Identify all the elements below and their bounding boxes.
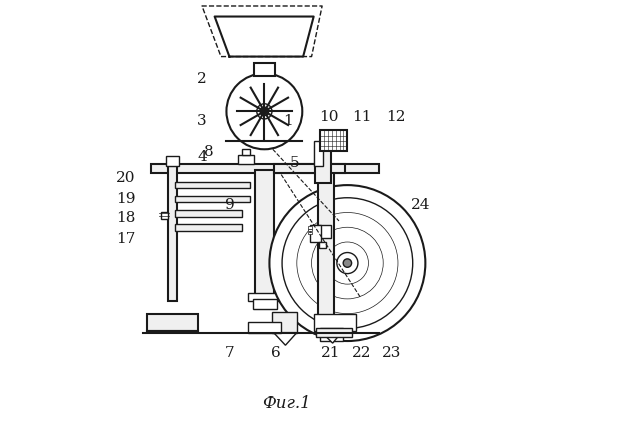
Text: 17: 17 (116, 231, 136, 245)
Bar (318, 167, 334, 318)
Bar (314, 141, 323, 167)
Polygon shape (320, 331, 343, 343)
Text: 2: 2 (197, 72, 207, 86)
Bar (147, 314, 198, 331)
Bar (314, 226, 330, 238)
Bar (319, 242, 326, 249)
Text: 7: 7 (225, 345, 234, 359)
Text: 24: 24 (412, 198, 431, 212)
Bar (320, 328, 343, 341)
Text: 23: 23 (382, 345, 401, 359)
Bar (253, 299, 276, 310)
Bar (254, 64, 275, 76)
Bar (308, 232, 312, 235)
Bar (274, 164, 346, 173)
Bar (175, 196, 250, 202)
Text: 19: 19 (116, 191, 136, 205)
Bar (310, 226, 321, 242)
Bar (248, 322, 281, 333)
Bar (152, 164, 379, 173)
Bar (271, 312, 297, 333)
Bar (175, 225, 242, 232)
Text: 21: 21 (321, 345, 340, 359)
Text: 8: 8 (204, 145, 213, 159)
Text: 4: 4 (197, 149, 207, 163)
Bar (238, 156, 254, 164)
Circle shape (269, 186, 426, 341)
Bar (175, 182, 250, 189)
Circle shape (282, 198, 413, 328)
Bar (248, 293, 281, 301)
Bar (314, 148, 332, 184)
Circle shape (260, 108, 269, 116)
Text: Фиг.1: Фиг.1 (262, 394, 310, 411)
Circle shape (337, 253, 358, 274)
Bar (308, 227, 312, 229)
Bar (320, 131, 348, 152)
Bar (166, 156, 179, 167)
Text: 11: 11 (353, 109, 372, 123)
Bar (168, 167, 177, 301)
Bar (161, 213, 168, 219)
Text: 9: 9 (225, 198, 234, 212)
Bar (316, 328, 351, 337)
Text: 5: 5 (290, 155, 300, 170)
Text: 3: 3 (197, 113, 207, 127)
Circle shape (257, 104, 272, 120)
Text: 12: 12 (386, 109, 406, 123)
Bar (314, 315, 356, 331)
Text: 22: 22 (353, 345, 372, 359)
Polygon shape (274, 333, 297, 345)
Bar (308, 229, 312, 232)
Circle shape (343, 259, 351, 268)
Text: 20: 20 (116, 170, 136, 184)
Text: 10: 10 (319, 109, 338, 123)
Bar (255, 171, 275, 310)
Bar (175, 210, 242, 217)
Bar (242, 150, 250, 156)
Text: 6: 6 (271, 345, 280, 359)
Circle shape (227, 74, 302, 150)
Text: 1: 1 (284, 113, 293, 127)
Text: 18: 18 (116, 210, 136, 224)
